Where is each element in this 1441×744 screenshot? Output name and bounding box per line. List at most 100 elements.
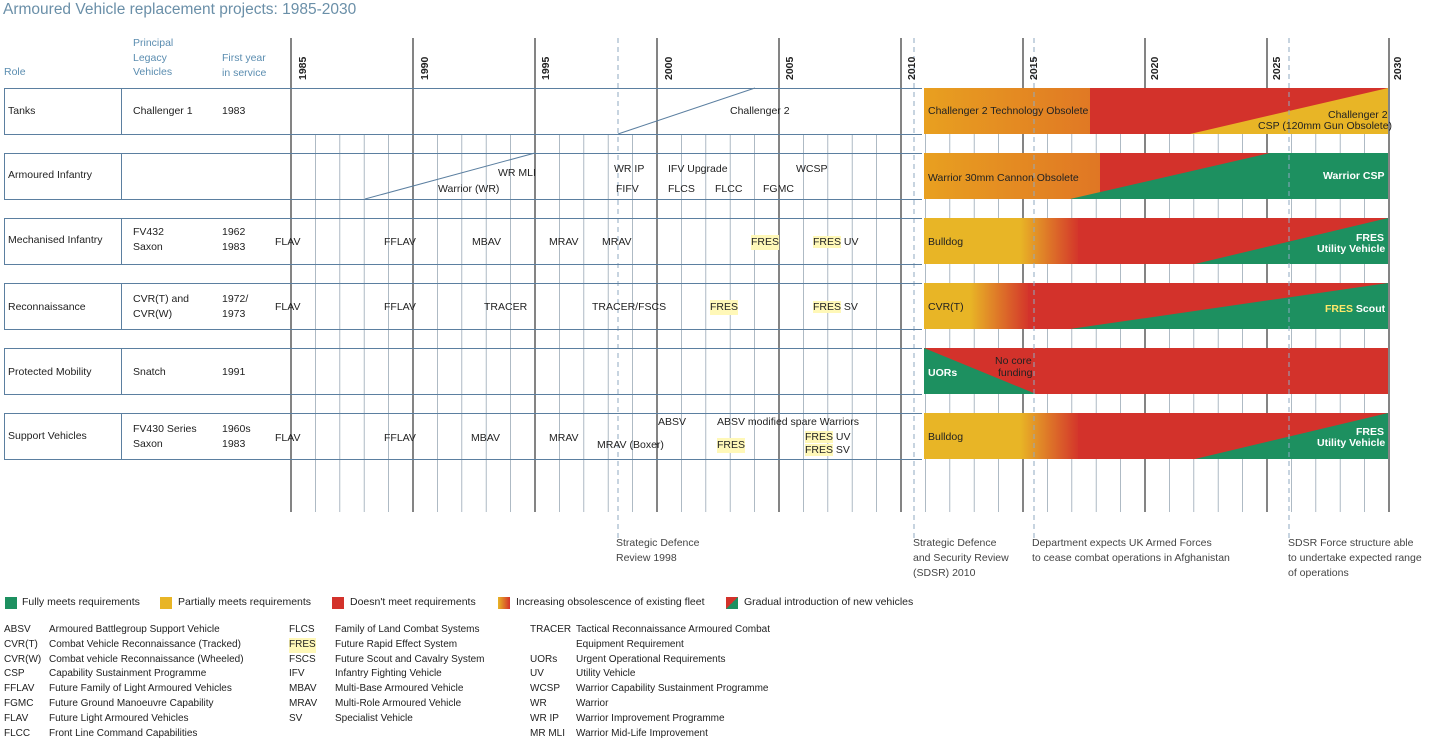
project-label: FLAV [275, 236, 301, 248]
year-label: 1985 [297, 56, 309, 80]
status-mech-new [1195, 218, 1388, 264]
abbreviation-key: SV [289, 712, 303, 724]
status-label: No core [995, 355, 1032, 367]
project-label: FGMC [763, 183, 794, 195]
abbreviation-definition: Specialist Vehicle [335, 712, 413, 724]
project-label: FRES SV [805, 443, 850, 458]
status-label: Utility Vehicle [1317, 437, 1386, 449]
row-support-track [121, 413, 922, 460]
legend-swatch-obsolescence [498, 597, 510, 609]
note-line: and Security Review [913, 552, 1009, 564]
project-label: MRAV [549, 432, 579, 444]
project-label: FRES [717, 438, 746, 453]
fres-highlight: FRES [805, 444, 834, 456]
first-year-header-line: First year [222, 52, 266, 64]
status-recon-new [1070, 283, 1388, 329]
project-label: MBAV [471, 432, 500, 444]
project-suffix: UV [833, 431, 851, 443]
status-protected-uor [924, 348, 1036, 394]
status-label: Bulldog [928, 236, 964, 248]
year-label: 1995 [540, 56, 552, 80]
status-label: Challenger 2 Technology Obsolete [928, 105, 1089, 117]
project-label: FRES [751, 235, 780, 250]
legend-label: Gradual introduction of new vehicles [744, 596, 914, 608]
first-year-header: First year in service [222, 51, 266, 80]
legend-swatch-introduction [726, 597, 738, 609]
abbreviation-key: FRES [289, 637, 316, 653]
abbreviation-definition: Future Family of Light Armoured Vehicles [49, 683, 232, 695]
warrior-line [364, 152, 536, 200]
project-label: WR IP [614, 163, 645, 175]
note-sdsr-2010: Strategic Defence and Security Review (S… [913, 536, 1009, 581]
abbreviation-key: WCSP [530, 683, 560, 695]
year-label: 1990 [419, 56, 431, 80]
status-label: CSP (120mm Gun Obsolete) [1258, 120, 1393, 132]
abbreviation-key: IFV [289, 668, 305, 680]
abbreviation-definition: Warrior Capability Sustainment Programme [576, 683, 769, 695]
legend-label: Doesn't meet requirements [350, 596, 476, 608]
challenger2-line [617, 87, 756, 135]
abbreviation-definition: Future Light Armoured Vehicles [49, 712, 189, 724]
legend-swatch-green [5, 597, 17, 609]
abbreviation-definition: Future Rapid Effect System [335, 638, 458, 650]
project-label: FLCC [715, 183, 743, 195]
row-mechanised-track [121, 218, 922, 265]
year-label: 2005 [784, 56, 796, 80]
abbreviation-key: UV [530, 668, 544, 680]
project-label: FFLAV [384, 432, 416, 444]
abbreviation-definition: Future Scout and Cavalry System [335, 653, 485, 665]
role-label: Support Vehicles [8, 430, 87, 442]
role-label: Mechanised Infantry [8, 234, 103, 246]
abbreviation-key: CVR(W) [4, 653, 42, 665]
project-suffix: UV [841, 236, 859, 248]
legend-label: Increasing obsolescence of existing flee… [516, 596, 705, 608]
fres-highlight: FRES [1325, 303, 1354, 315]
note-line: to cease combat operations in Afghanista… [1032, 552, 1230, 564]
row-tanks [4, 88, 122, 135]
note-sdr-1998: Strategic Defence Review 1998 [616, 536, 699, 566]
legacy-vehicle: FV430 Series [133, 423, 197, 435]
status-label: FRES [1356, 232, 1385, 244]
legend-label: Partially meets requirements [178, 596, 312, 608]
note-force-structure: SDSR Force structure able to undertake e… [1288, 536, 1422, 581]
abbreviation-definition: Multi-Role Armoured Vehicle [335, 698, 462, 709]
abbreviation-definition: Combat vehicle Reconnaissance (Wheeled) [49, 653, 244, 665]
project-label: MRAV [549, 236, 579, 248]
note-line: of operations [1288, 567, 1349, 579]
role-label: Reconnaissance [8, 301, 86, 313]
year-label: 2030 [1392, 56, 1404, 80]
abbreviation-definition: Warrior [576, 698, 609, 709]
project-label: Warrior (WR) [438, 183, 500, 195]
year-label: 2000 [663, 56, 675, 80]
project-label: FFLAV [384, 236, 416, 248]
legacy-header-line: Legacy [133, 51, 167, 64]
status-bar-mech-grad [1020, 218, 1080, 264]
abbreviation-key: CVR(T) [4, 638, 38, 650]
status-support-new [1195, 413, 1388, 459]
legacy-vehicle: FV432 [133, 226, 164, 238]
role-header: Role [4, 66, 26, 78]
project-label: FRES [710, 300, 739, 315]
note-line: (SDSR) 2010 [913, 567, 976, 579]
first-year: 1973 [222, 308, 246, 320]
status-label: Challenger 2 [1328, 109, 1388, 121]
legacy-vehicle: Saxon [133, 438, 163, 450]
year-label: 2010 [906, 56, 918, 80]
project-label: ABSV modified spare Warriors [717, 416, 859, 428]
row-recon-track [121, 283, 922, 330]
project-label: FRES UV [805, 430, 851, 445]
legacy-vehicle: CVR(T) and [133, 293, 190, 305]
status-bars [924, 88, 1388, 459]
row-infantry [4, 153, 122, 200]
legacy-vehicle: Snatch [133, 366, 166, 378]
status-suffix: Scout [1353, 303, 1386, 315]
project-label: MRAV (Boxer) [597, 439, 664, 451]
row-infantry-track [121, 153, 922, 200]
abbreviation-key: FGMC [4, 698, 34, 709]
note-line: Department expects UK Armed Forces [1032, 537, 1212, 549]
abbreviation-definition: Capability Sustainment Programme [49, 668, 207, 680]
project-label: IFV Upgrade [668, 163, 728, 175]
status-bar-recon-grad [970, 283, 1030, 329]
status-infantry-new [1070, 153, 1388, 199]
first-year: 1983 [222, 438, 246, 450]
